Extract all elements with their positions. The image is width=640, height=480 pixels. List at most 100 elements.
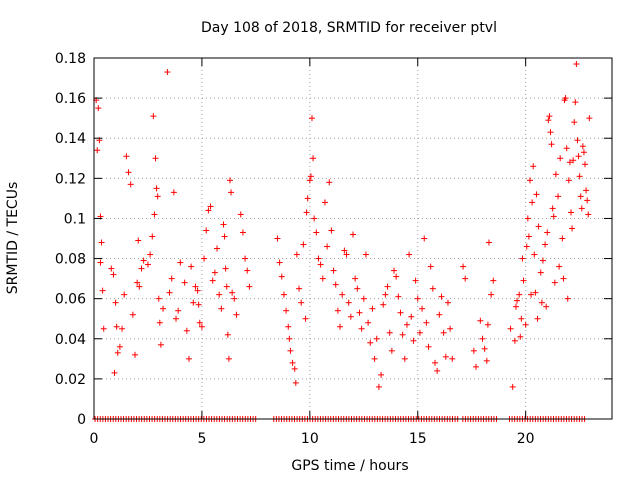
data-point [214,245,221,252]
data-point [550,213,557,220]
data-point [555,193,562,200]
data-point [123,153,130,160]
data-point [538,299,545,306]
data-point [421,235,428,242]
data-point [315,255,322,262]
y-tick-label: 0.16 [55,91,86,107]
data-point [154,193,161,200]
data-point [380,301,387,308]
data-point [153,185,160,192]
data-point [365,319,372,326]
data-point [423,319,430,326]
data-point [95,105,102,112]
data-point [222,265,229,272]
data-point [416,329,423,336]
data-point [324,243,331,250]
data-point [149,233,156,240]
data-point [367,339,374,346]
data-point [224,331,231,338]
data-point [339,291,346,298]
data-point [447,325,454,332]
data-point [512,303,519,310]
data-point [586,115,593,122]
data-point [311,215,318,222]
data-point [231,295,238,302]
data-point [544,229,551,236]
data-point [384,283,391,290]
data-point [560,275,567,282]
data-point [285,323,292,330]
data-point [358,325,365,332]
data-point [321,199,328,206]
data-point [195,301,202,308]
data-point [573,61,580,68]
data-point [125,169,132,176]
data-point [97,259,104,266]
data-point [99,287,106,294]
data-point [196,319,203,326]
x-tick-label: 10 [301,431,319,447]
data-point [378,371,385,378]
y-tick-label: 0.18 [55,51,86,67]
data-point [565,177,572,184]
data-point [462,275,469,282]
data-point [535,223,542,230]
data-point [177,259,184,266]
data-point [509,383,516,390]
data-point [228,189,235,196]
data-point [516,291,523,298]
chart-title: Day 108 of 2018, SRMTID for receiver ptv… [201,20,497,36]
axis-ticks: 0 0.02 0.04 0.06 0.08 0.1 0.12 0.14 0.16 0.18 0 5 10… [55,51,612,447]
data-point [98,239,105,246]
data-point [563,145,570,152]
data-point [132,351,139,358]
data-point [225,355,232,362]
data-point [547,129,554,136]
data-point [514,297,521,304]
data-point [221,233,228,240]
data-point [582,161,589,168]
data-point [354,285,361,292]
data-point [289,359,296,366]
data-point [419,305,426,312]
data-point [330,267,337,274]
data-point [579,143,586,150]
data-point [94,147,101,154]
data-point [382,291,389,298]
data-point [391,267,398,274]
data-point [566,159,573,166]
data-point [121,291,128,298]
data-point [113,323,120,330]
data-point [481,345,488,352]
data-point [412,277,419,284]
data-point [490,277,497,284]
data-point [229,289,236,296]
data-point [517,333,524,340]
data-point [296,285,303,292]
data-point [160,305,167,312]
data-point [108,265,115,272]
data-point [216,291,223,298]
data-point [300,241,307,248]
data-point [429,285,436,292]
data-point [201,255,208,262]
data-point [408,313,415,320]
data-point [545,117,552,124]
data-point [332,281,339,288]
data-point [406,251,413,258]
data-point [530,163,537,170]
data-point [442,353,449,360]
data-point [303,209,310,216]
data-point [156,319,163,326]
data-point [397,309,404,316]
data-point [226,177,233,184]
data-point [170,189,177,196]
data-points [92,61,593,422]
data-point [337,323,344,330]
data-point [151,211,158,218]
data-point [306,177,313,184]
data-point [302,315,309,322]
data-point [356,309,363,316]
data-point [403,321,410,328]
